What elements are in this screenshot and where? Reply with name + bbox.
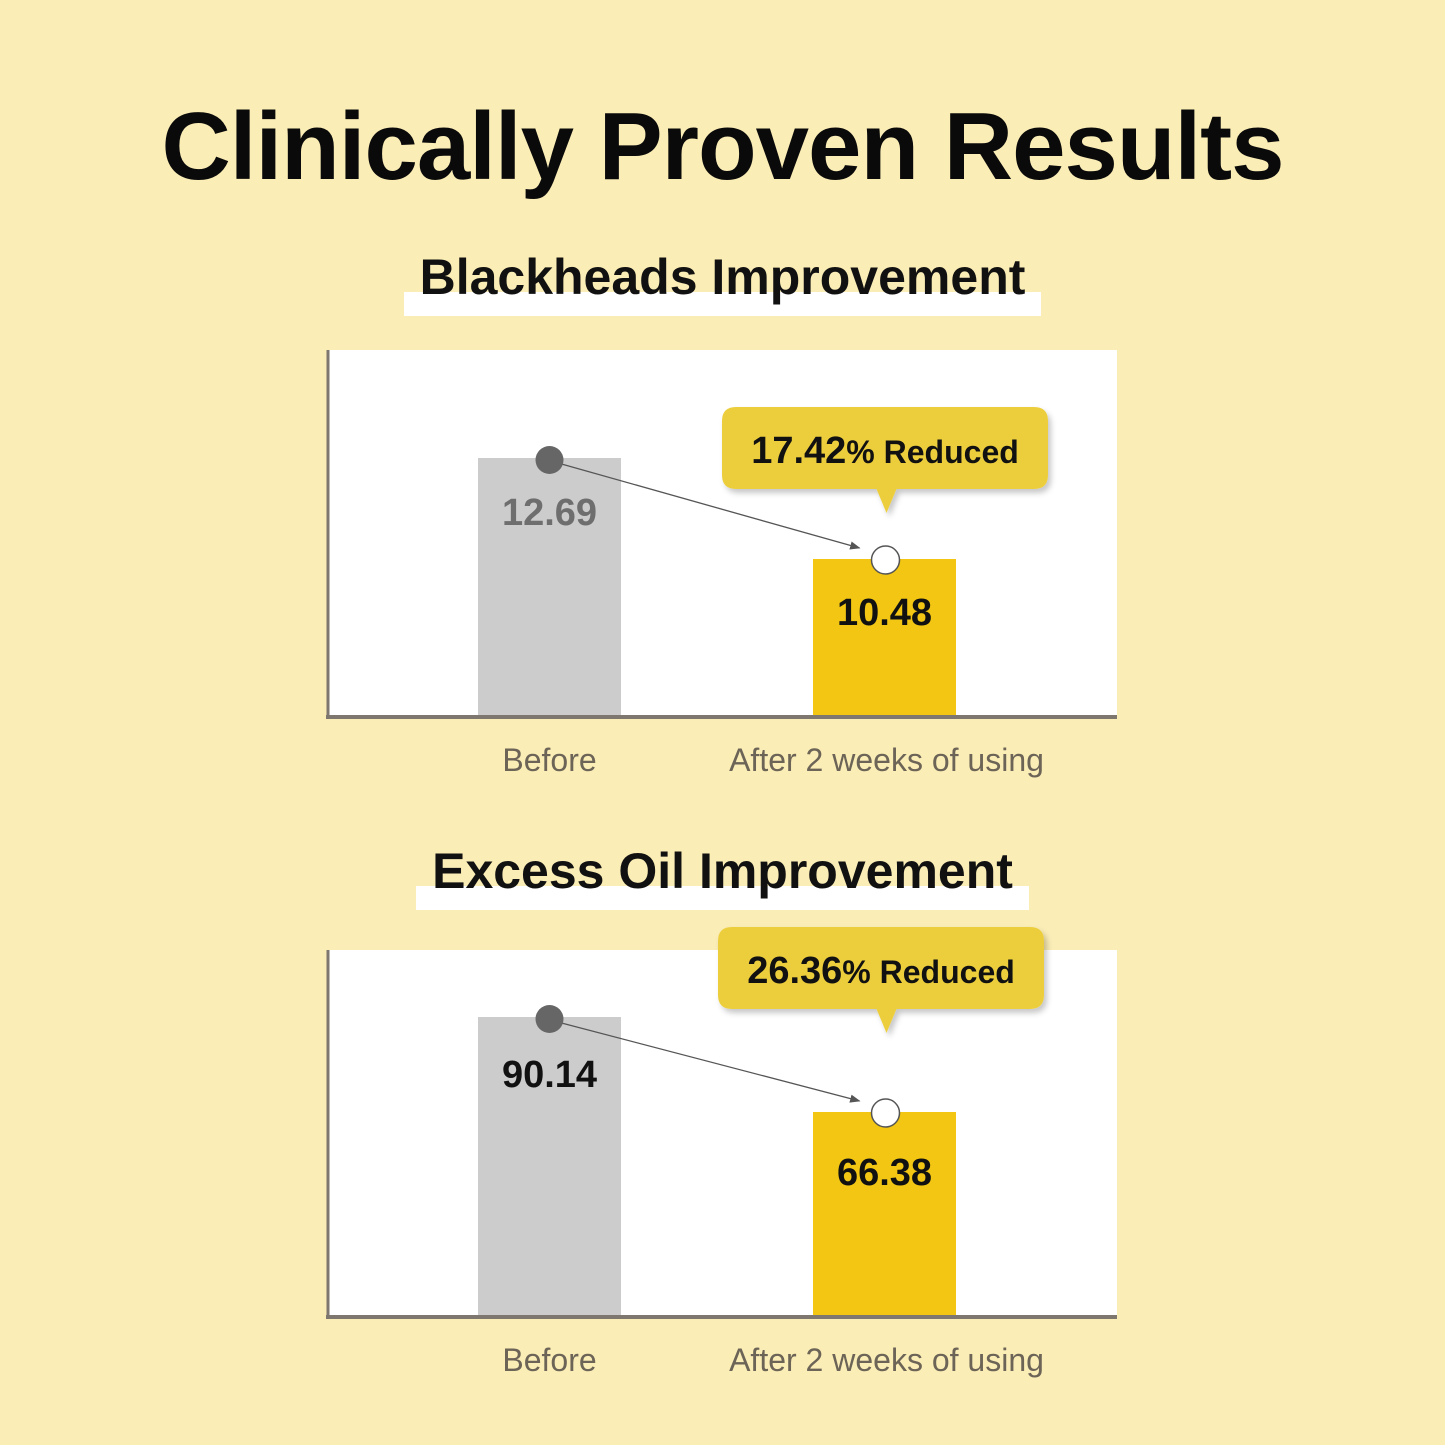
after-point bbox=[870, 1098, 901, 1128]
chart-1-title-highlight bbox=[403, 292, 1042, 316]
page-title: Clinically Proven Results bbox=[161, 93, 1284, 200]
plot-area bbox=[328, 350, 1117, 717]
excess-oil-chart: 90.14 66.38 26.36% Reduced Before After 2 we… bbox=[326, 927, 1117, 1378]
before-point bbox=[535, 1005, 564, 1033]
callout-value: 26.36 bbox=[747, 950, 842, 992]
chart-2-title-highlight bbox=[416, 886, 1029, 910]
callout-bubble bbox=[718, 927, 1044, 1033]
chart-1-title-text: Blackheads Improvement bbox=[419, 249, 1026, 305]
chart-2-title-wrap: Excess Oil Improvement bbox=[0, 842, 1445, 910]
callout-text: Reduced bbox=[884, 434, 1019, 470]
chart-2-title-text: Excess Oil Improvement bbox=[432, 843, 1013, 899]
before-point bbox=[535, 446, 564, 474]
callout-label: 17.42% Reduced bbox=[751, 430, 1019, 472]
value-label-after: 66.38 bbox=[837, 1152, 932, 1194]
reduction-callout bbox=[722, 407, 1048, 513]
value-label-after: 10.48 bbox=[837, 592, 932, 634]
callout-value: 17.42 bbox=[751, 430, 846, 472]
chart-1-title: Blackheads Improvement bbox=[403, 248, 1042, 316]
x-label-before: Before bbox=[502, 742, 596, 778]
bar-before bbox=[478, 458, 621, 715]
chart-2-title: Excess Oil Improvement bbox=[416, 842, 1029, 910]
x-label-after: After 2 weeks of using bbox=[729, 742, 1044, 778]
value-label-before: 90.14 bbox=[502, 1054, 597, 1096]
callout-bubble bbox=[722, 407, 1048, 513]
bar-after bbox=[813, 1112, 956, 1315]
reduction-callout bbox=[718, 927, 1044, 1033]
blackheads-chart: 12.69 10.48 17.42% Reduced Before After 2 we… bbox=[326, 350, 1117, 778]
x-label-after: After 2 weeks of using bbox=[729, 1342, 1044, 1378]
bar-before bbox=[478, 1017, 621, 1315]
x-label-before: Before bbox=[502, 1342, 596, 1378]
chart-1-title-wrap: Blackheads Improvement bbox=[0, 248, 1445, 316]
plot-area bbox=[328, 950, 1117, 1317]
change-arrow bbox=[561, 463, 861, 550]
callout-label: 26.36% Reduced bbox=[747, 950, 1015, 992]
callout-unit: % bbox=[846, 434, 883, 470]
value-label-before: 12.69 bbox=[502, 492, 597, 534]
after-point bbox=[870, 545, 901, 575]
bar-after bbox=[813, 559, 956, 715]
change-arrow bbox=[561, 1022, 861, 1103]
callout-text: Reduced bbox=[880, 954, 1015, 990]
callout-unit: % bbox=[842, 954, 879, 990]
